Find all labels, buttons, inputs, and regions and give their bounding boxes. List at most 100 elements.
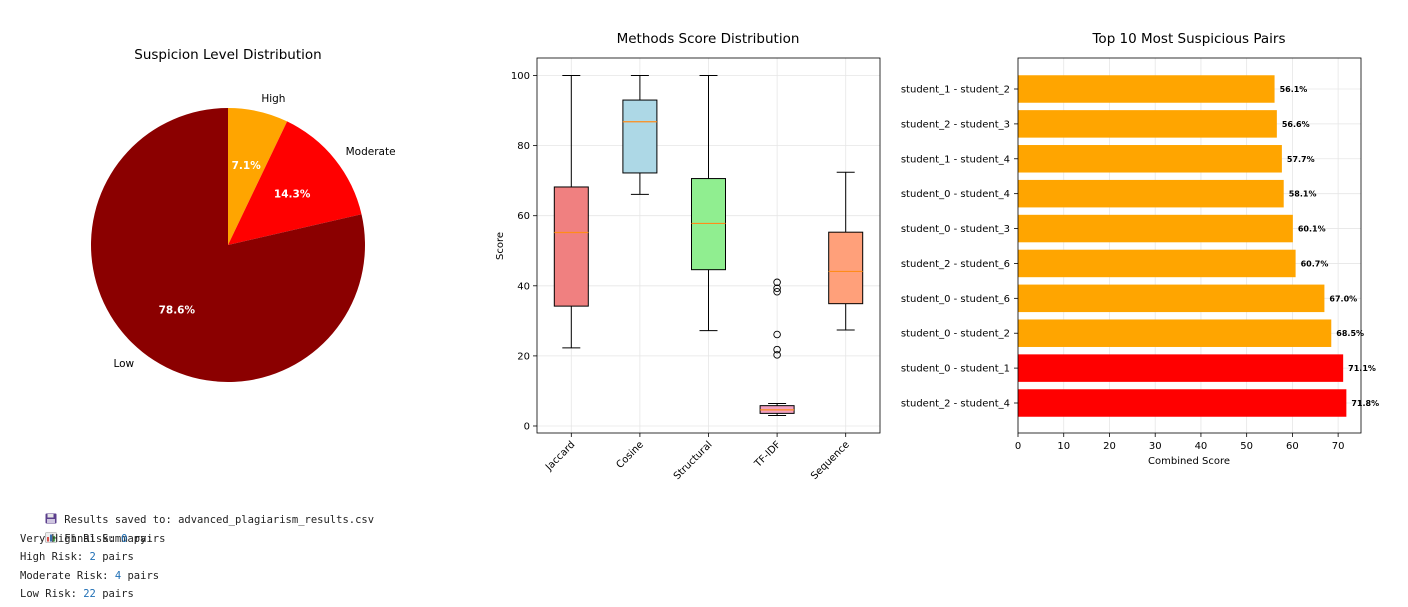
pie-chart: High 7.1% Moderate 14.3% Low 78.6% [91, 93, 396, 382]
x-tick-label: Jaccard [543, 439, 577, 473]
y-tick-label: student_2 - student_3 [901, 119, 1010, 130]
y-tick-label: student_2 - student_6 [901, 259, 1010, 270]
x-tick-label: TF-IDF [752, 439, 783, 470]
bar-value-label: 56.6% [1282, 120, 1310, 129]
box-chart-title: Methods Score Distribution [617, 31, 800, 47]
y-tick-label: student_0 - student_3 [901, 224, 1010, 235]
y-tick-label: 0 [524, 421, 530, 432]
y-tick-label: student_1 - student_2 [901, 85, 1010, 96]
risk-row-very-high: Very High Risk: 0 pairs [20, 530, 374, 548]
pie-slice-label: Low [113, 358, 134, 370]
saved-line: Results saved to: advanced_plagiarism_re… [20, 493, 374, 526]
pie-pct-label: 14.3% [274, 189, 311, 201]
bar [1018, 145, 1282, 173]
box-chart: 0 20 40 60 80 100 Jaccard Cosine Structural TF-ID… [511, 57, 881, 482]
box [691, 178, 726, 271]
box [828, 231, 864, 305]
y-tick-label: 80 [517, 141, 530, 152]
risk-suffix: pairs [127, 532, 166, 545]
y-tick-label: 20 [517, 351, 530, 362]
risk-count: 22 [83, 587, 96, 600]
risk-row-low: Low Risk: 22 pairs [20, 585, 374, 603]
y-tick-label: student_0 - student_2 [901, 329, 1010, 340]
bar-chart-title: Top 10 Most Suspicious Pairs [1091, 31, 1285, 47]
pie-pct-label: 78.6% [159, 304, 196, 316]
x-tick-label: Structural [672, 439, 715, 482]
box-chart-ylabel: Score [495, 232, 506, 260]
bar-value-label: 58.1% [1289, 190, 1317, 199]
risk-label: Very High Risk: [20, 532, 122, 545]
box [553, 186, 589, 307]
x-tick-label: 20 [1103, 441, 1116, 452]
y-tick-label: student_0 - student_4 [901, 189, 1010, 200]
bar-chart: 0 10 20 30 40 50 60 70 56.1% student_1 - student_… [901, 57, 1379, 452]
x-tick-label: Sequence [809, 439, 852, 482]
x-tick-label: Cosine [614, 439, 646, 471]
y-tick-label: 60 [517, 211, 530, 222]
bar-value-label: 67.0% [1329, 294, 1357, 303]
summary-text: Final Summary: [64, 532, 153, 545]
risk-label: Moderate Risk: [20, 569, 115, 582]
risk-count: 4 [114, 569, 122, 582]
y-tick-label: student_1 - student_4 [901, 154, 1010, 165]
y-tick-label: student_0 - student_6 [901, 294, 1010, 305]
x-tick-label: 10 [1057, 441, 1070, 452]
saved-text: Results saved to: advanced_plagiarism_re… [64, 514, 375, 527]
summary-line: Final Summary: [20, 511, 374, 545]
risk-row-moderate: Moderate Risk: 4 pairs [20, 567, 374, 585]
box-plot-frame [536, 57, 881, 434]
bar [1018, 389, 1347, 417]
bar [1018, 110, 1277, 138]
risk-count: 2 [89, 551, 96, 564]
box-outlier [773, 345, 781, 354]
risk-suffix: pairs [121, 569, 160, 582]
box-outlier [773, 330, 781, 339]
x-tick-label: 30 [1149, 441, 1162, 452]
bar [1018, 179, 1284, 208]
bar-chart-xlabel: Combined Score [1148, 456, 1230, 467]
x-tick-label: 50 [1240, 441, 1253, 452]
x-tick-label: 0 [1015, 441, 1021, 452]
risk-label: High Risk: [20, 551, 90, 564]
box-outlier [773, 351, 781, 359]
y-tick-label: 40 [517, 281, 530, 292]
pie-slice-label: Moderate [346, 146, 396, 158]
bar [1018, 249, 1296, 278]
bar-value-label: 56.1% [1280, 85, 1308, 94]
pie-slice-label: High [261, 93, 285, 105]
x-tick-label: 40 [1195, 441, 1208, 452]
risk-suffix: pairs [95, 587, 134, 600]
bar-chart-frame [1017, 57, 1362, 434]
bar [1018, 214, 1293, 243]
box-outlier [773, 278, 781, 287]
bar-value-label: 71.8% [1351, 399, 1379, 408]
pie-pct-label: 7.1% [232, 160, 262, 172]
pie-chart-title: Suspicion Level Distribution [134, 47, 321, 63]
risk-label: Low Risk: [20, 587, 84, 600]
bar [1018, 354, 1344, 382]
x-tick-label: 70 [1332, 441, 1345, 452]
bar-value-label: 57.7% [1287, 155, 1315, 164]
bar-chart-icon [45, 531, 58, 543]
charts-figure: Suspicion Level Distribution High 7.1% Mod… [91, 31, 1379, 482]
pie-slice [228, 121, 362, 245]
risk-suffix: pairs [95, 551, 134, 564]
box-outlier [773, 288, 781, 296]
floppy-disk-icon [45, 513, 57, 524]
y-tick-label: student_0 - student_1 [901, 364, 1010, 375]
bar-value-label: 71.1% [1348, 364, 1376, 373]
bar [1018, 319, 1332, 347]
box [622, 99, 658, 174]
bar-value-label: 60.1% [1298, 225, 1326, 234]
pie-slice [228, 108, 288, 245]
bar [1018, 284, 1325, 313]
y-tick-label: 100 [511, 71, 530, 82]
y-tick-label: student_2 - student_4 [901, 399, 1010, 410]
box-outlier [773, 284, 781, 293]
risk-count: 0 [121, 532, 128, 545]
pie-slice [91, 107, 366, 382]
x-tick-label: 60 [1286, 441, 1299, 452]
bar-value-label: 60.7% [1301, 259, 1329, 268]
bar [1018, 75, 1275, 103]
console-output: Results saved to: advanced_plagiarism_re… [20, 493, 374, 603]
